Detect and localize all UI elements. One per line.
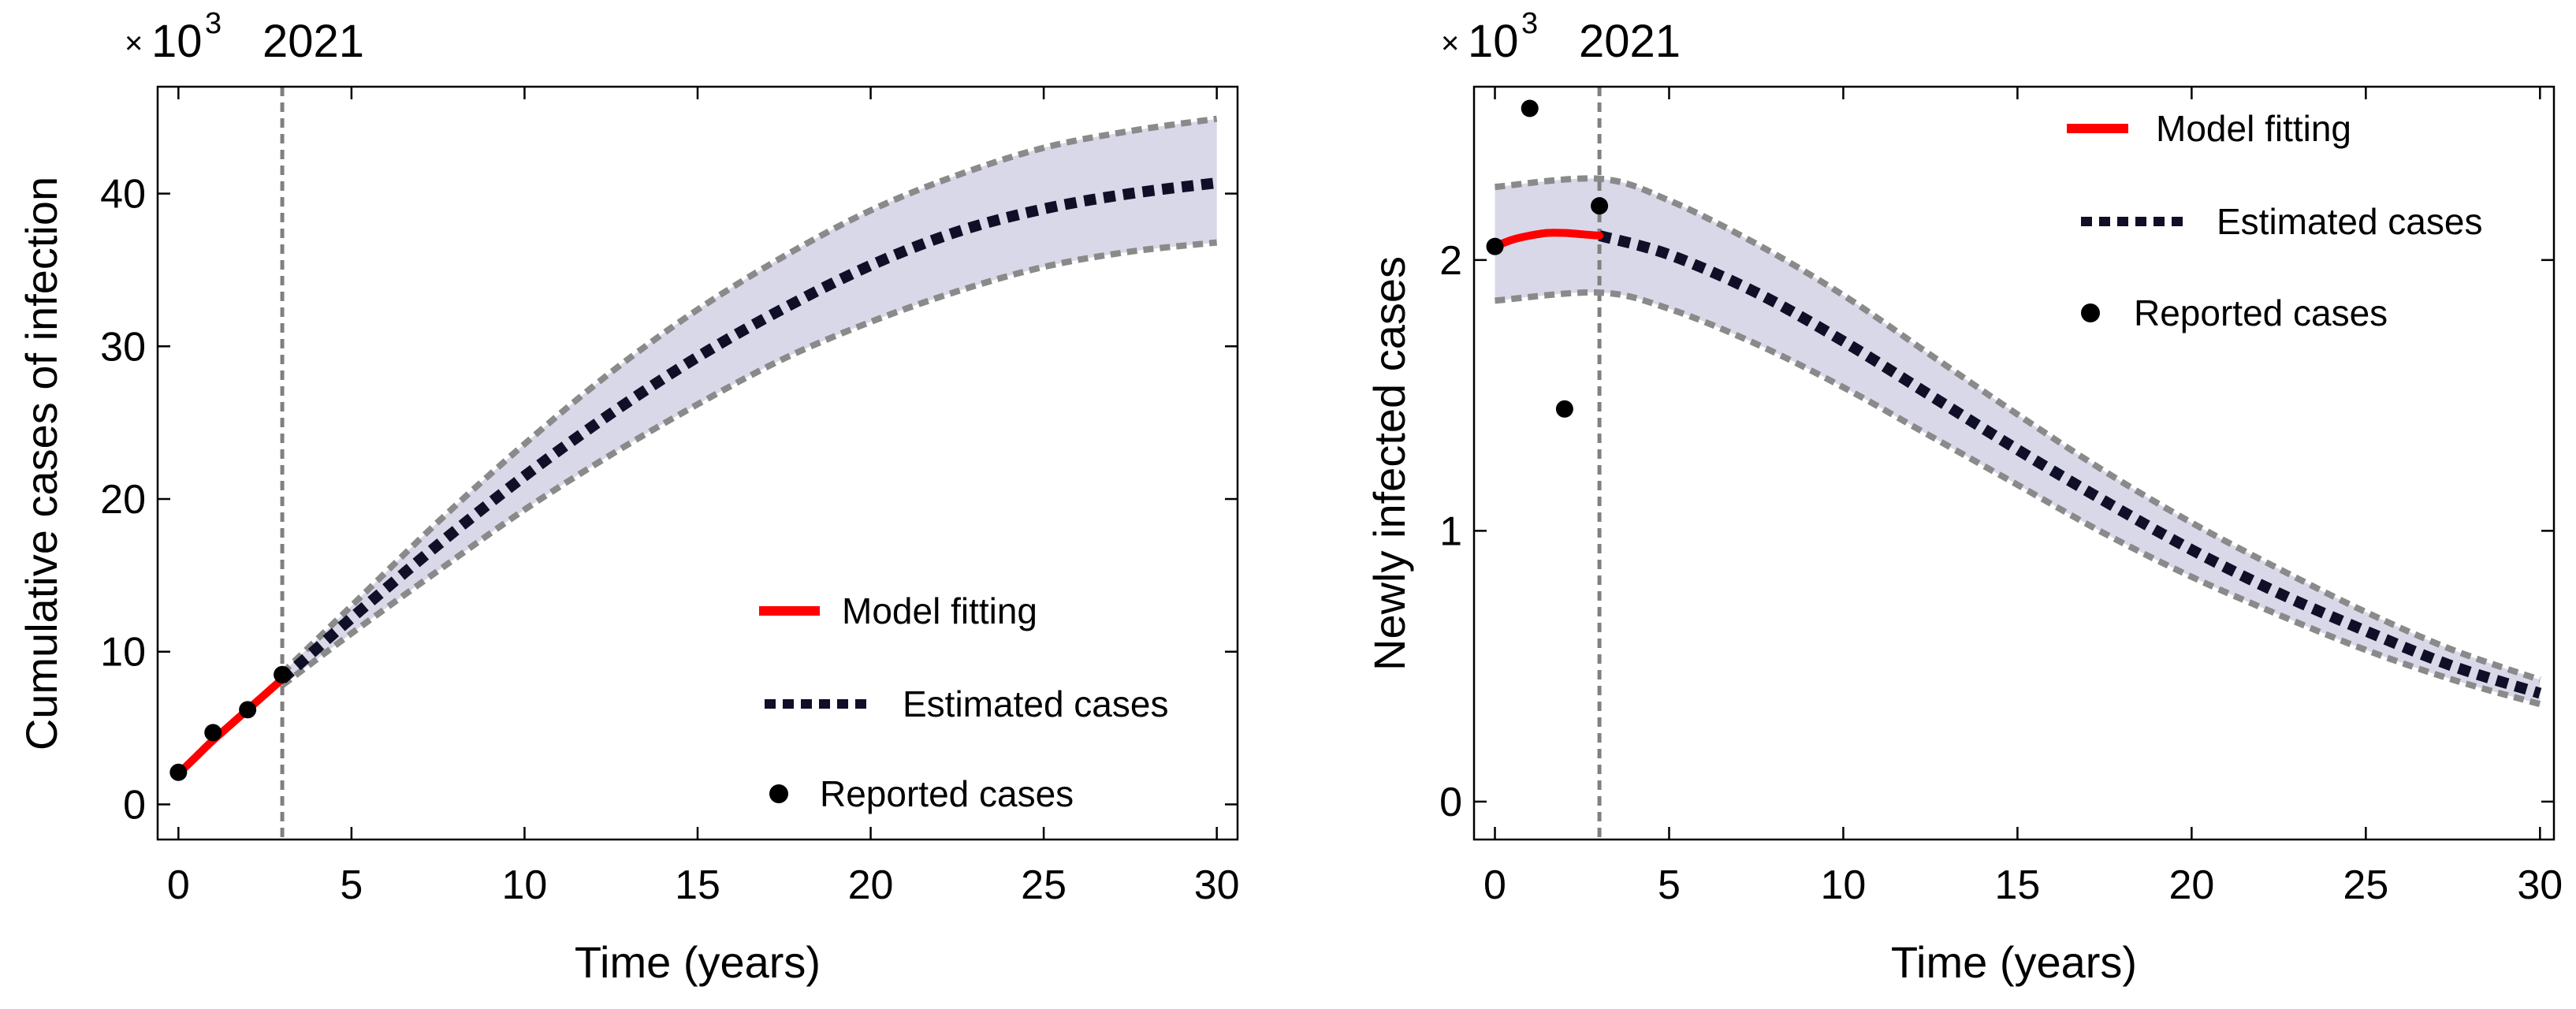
x-tick-label: 10: [1821, 862, 1867, 908]
lower-bound-line: [1495, 289, 2541, 708]
x-tick-labels: 0 5 10 15 20 25 30: [1483, 862, 2563, 908]
legend-estimated-label: Estimated cases: [2217, 201, 2482, 242]
scale-year: 2021: [262, 16, 364, 67]
y-tick-label: 40: [100, 172, 146, 218]
x-tick-label: 5: [340, 862, 363, 908]
y-tick-label: 2: [1439, 238, 1462, 284]
x-axis-title: Time (years): [1891, 937, 2137, 987]
legend-reported-label: Reported cases: [2134, 292, 2388, 333]
legend: Model fitting Estimated cases Reported c…: [2067, 108, 2482, 333]
y-tick-label: 20: [100, 477, 146, 523]
y-tick-label: 10: [100, 630, 146, 676]
reported-case-point: [204, 724, 222, 742]
cumulative-cases-chart: 0 5 10 15 20 25 30 0 10 20 30 40 Time (y…: [17, 7, 1240, 987]
scale-times-sign: ×: [125, 26, 143, 61]
y-axis-title: Newly infected cases: [1364, 256, 1414, 671]
points-layer: [169, 665, 292, 781]
y-tick-label: 0: [1439, 780, 1462, 825]
scale-base: 10: [151, 16, 203, 67]
confidence-band: [282, 118, 1217, 686]
reported-case-point: [1521, 99, 1539, 117]
x-tick-labels: 0 5 10 15 20 25 30: [167, 862, 1240, 908]
model-fitting-line: [174, 675, 287, 778]
x-tick-label: 25: [2343, 862, 2388, 908]
x-tick-label: 20: [848, 862, 894, 908]
reported-case-point: [1591, 197, 1609, 215]
y-tick-labels: 0 10 20 30 40: [100, 172, 146, 828]
x-axis-title: Time (years): [575, 937, 821, 987]
band-layer: [1495, 178, 2541, 705]
x-tick-label: 30: [2517, 862, 2563, 908]
x-tick-label: 30: [1194, 862, 1240, 908]
confidence-band: [1495, 178, 2541, 705]
legend-reported-label: Reported cases: [820, 773, 1074, 814]
scale-exponent: 3: [1521, 7, 1538, 40]
x-tick-label: 20: [2168, 862, 2214, 908]
y-axis-title: Cumulative cases of infection: [17, 177, 66, 750]
scale-times-sign: ×: [1441, 26, 1459, 61]
y-tick-label: 0: [123, 782, 146, 828]
scale-base: 10: [1468, 16, 1519, 67]
legend-estimated-label: Estimated cases: [903, 683, 1168, 724]
y-tick-labels: 0 1 2: [1439, 238, 1462, 825]
reported-case-point: [1486, 237, 1504, 255]
x-tick-label: 0: [167, 862, 190, 908]
legend-fit-label: Model fitting: [842, 590, 1037, 631]
y-tick-label: 1: [1439, 508, 1462, 554]
ticks-layer: [1474, 87, 2554, 840]
x-tick-label: 25: [1021, 862, 1067, 908]
legend: Model fitting Estimated cases Reported c…: [759, 590, 1168, 814]
scale-annotation: × 10 3 2021: [125, 7, 364, 67]
x-tick-label: 15: [675, 862, 720, 908]
x-tick-label: 0: [1483, 862, 1506, 908]
reported-case-point: [1555, 400, 1573, 418]
x-tick-label: 10: [502, 862, 548, 908]
scale-exponent: 3: [205, 7, 221, 40]
lower-bound-line: [280, 239, 1218, 688]
ticks-layer: [158, 87, 1238, 840]
upper-bound-line: [280, 115, 1218, 676]
legend-reported-marker: [769, 784, 788, 803]
reported-case-point: [274, 665, 292, 683]
legend-reported-marker: [2081, 303, 2100, 322]
upper-bound-line: [1495, 175, 2541, 683]
points-layer: [1486, 99, 1609, 418]
legend-fit-label: Model fitting: [2156, 108, 2351, 149]
plot-frame: [1472, 85, 2556, 841]
x-tick-label: 5: [1658, 862, 1681, 908]
model-fitting-line: [1491, 229, 1604, 251]
scale-annotation: × 10 3 2021: [1441, 7, 1681, 67]
y-tick-label: 30: [100, 324, 146, 370]
x-tick-label: 15: [1994, 862, 2040, 908]
reported-case-point: [239, 701, 257, 719]
series-layer: [1491, 175, 2542, 708]
reported-case-point: [169, 763, 188, 781]
newly-infected-chart: 0 5 10 15 20 25 30 0 1 2 Time (years) Ne…: [1364, 7, 2563, 987]
band-layer: [282, 118, 1217, 686]
series-layer: [174, 115, 1218, 778]
scale-year: 2021: [1579, 16, 1681, 67]
estimated-cases-line: [1598, 230, 2542, 699]
